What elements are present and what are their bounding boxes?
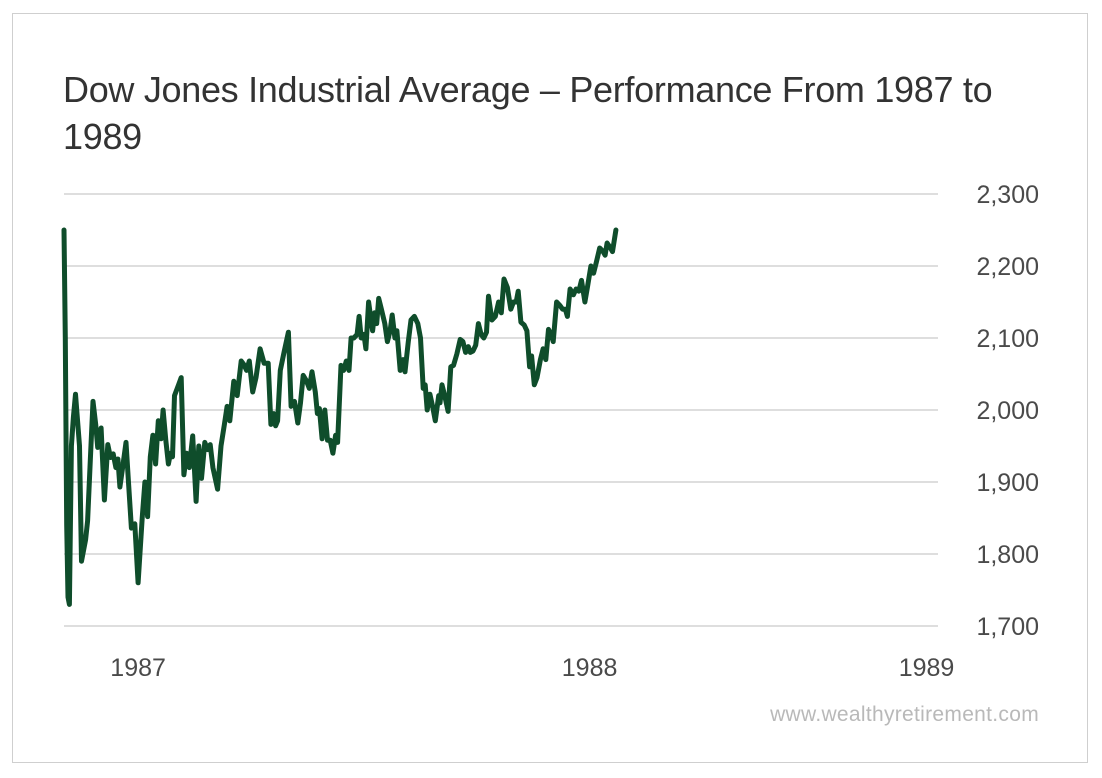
x-tick-label: 1989 [899,654,955,682]
chart-frame [12,13,1088,763]
series-layer [61,227,619,607]
y-tick-label: 1,700 [976,613,1039,641]
series-line [61,227,619,607]
y-tick-label: 2,000 [976,397,1039,425]
y-tick-label: 2,100 [976,325,1039,353]
chart-title: Dow Jones Industrial Average – Performan… [63,69,993,157]
y-tick-label: 2,300 [976,181,1039,209]
x-axis-ticks: 1987 1988 1989 [110,654,954,682]
source-label: www.wealthyretirement.com [770,703,1039,726]
y-tick-label: 1,900 [976,469,1039,497]
x-tick-label: 1987 [110,654,166,682]
y-axis-ticks: 2,300 2,200 2,100 2,000 1,900 1,800 1,700 [976,181,1039,641]
y-tick-label: 2,200 [976,253,1039,281]
gridlines [64,193,938,627]
x-tick-label: 1988 [562,654,618,682]
y-tick-label: 1,800 [976,541,1039,569]
